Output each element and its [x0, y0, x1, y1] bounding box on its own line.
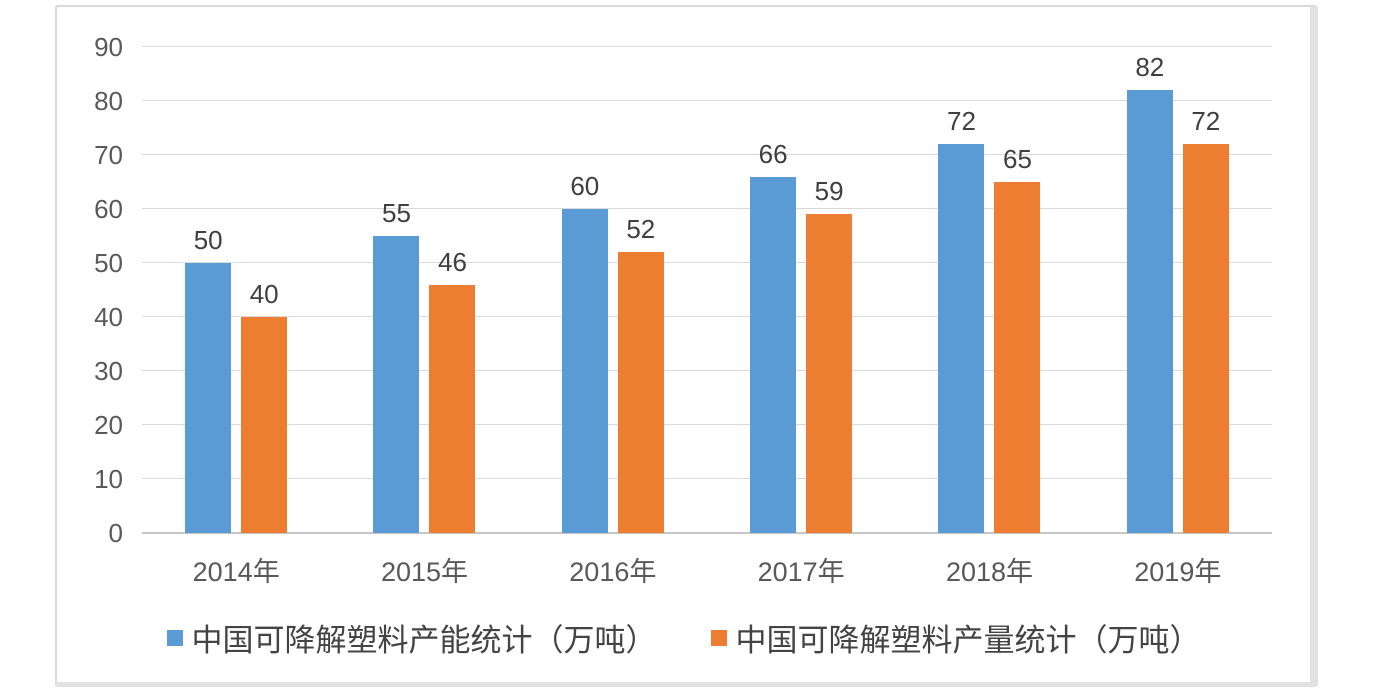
legend-label-output: 中国可降解塑料产量统计（万吨）	[735, 623, 1201, 658]
bar-capacity-2015年: 55	[373, 198, 420, 533]
x-tick-label-2018年: 2018年	[945, 557, 1034, 587]
gridline-50	[142, 262, 1272, 263]
x-tick-label-2016年: 2016年	[569, 557, 657, 587]
gridline-20	[142, 424, 1272, 425]
data-label-output-2018年: 65	[1003, 144, 1032, 174]
bar-output-2016年: 52	[617, 214, 664, 533]
legend-item-output: 中国可降解塑料产量统计（万吨）	[710, 615, 1201, 660]
data-label-capacity-2019年: 82	[1135, 52, 1165, 83]
bar-capacity-2016年: 60	[561, 171, 608, 533]
legend: 中国可降解塑料产能统计（万吨） 中国可降解塑料产量统计（万吨）	[57, 615, 1310, 660]
bar-group-2015年: 55 46	[330, 47, 518, 533]
bar-output-2017年: 59	[806, 176, 853, 533]
legend-swatch-output	[710, 629, 727, 646]
gridline-80	[142, 100, 1272, 101]
bar-group-2018年: 72 65	[895, 47, 1083, 533]
gridline-60	[142, 208, 1272, 209]
data-label-output-2016年: 52	[626, 214, 656, 245]
x-tick-label-2014年: 2014年	[192, 557, 280, 587]
gridline-10	[142, 478, 1272, 479]
x-tick-label-2015年: 2015年	[380, 557, 469, 587]
data-label-capacity-2017年: 66	[758, 138, 788, 169]
bar-capacity-2017年: 66	[750, 139, 797, 533]
y-tick-label-30: 30	[94, 356, 123, 386]
legend-item-capacity: 中国可降解塑料产能统计（万吨）	[166, 615, 657, 660]
bar-group-2014年: 50 40	[142, 47, 330, 533]
y-tick-label-20: 20	[94, 410, 123, 440]
chart-frame: 50 40 55 46 60 52 66 59 72 65 82 72 2014年 2015年 2016年…	[55, 5, 1318, 687]
bar-groups: 50 40 55 46 60 52 66 59 72 65 82 72	[142, 47, 1272, 533]
y-tick-label-60: 60	[94, 194, 123, 224]
legend-swatch-capacity	[166, 629, 183, 646]
bar-capacity-2019年: 82	[1126, 52, 1173, 533]
y-tick-label-50: 50	[94, 248, 123, 278]
bar-output-2018年: 65	[994, 144, 1041, 533]
data-label-capacity-2016年: 60	[570, 171, 600, 201]
plot-area: 50 40 55 46 60 52 66 59 72 65 82 72	[142, 46, 1272, 534]
data-label-capacity-2018年: 72	[947, 106, 976, 137]
data-label-capacity-2015年: 55	[382, 198, 411, 228]
data-label-capacity-2014年: 50	[193, 225, 223, 255]
y-tick-label-10: 10	[94, 464, 123, 494]
x-tick-label-2019年: 2019年	[1134, 557, 1222, 587]
x-tick-label-2017年: 2017年	[757, 557, 845, 587]
data-label-output-2017年: 59	[814, 176, 844, 207]
x-axis-labels: 2014年 2015年 2016年 2017年 2018年 2019年	[142, 550, 1272, 589]
bar-group-2019年: 82 72	[1084, 47, 1272, 533]
legend-label-capacity: 中国可降解塑料产能统计（万吨）	[191, 623, 657, 658]
y-tick-label-90: 90	[94, 32, 123, 62]
gridline-70	[142, 154, 1272, 155]
bar-group-2017年: 66 59	[707, 47, 895, 533]
y-tick-label-70: 70	[94, 140, 123, 170]
bar-output-2015年: 46	[429, 247, 476, 533]
gridline-90	[142, 46, 1272, 47]
y-tick-label-0: 0	[108, 518, 123, 548]
bar-output-2019年: 72	[1182, 106, 1229, 533]
gridline-30	[142, 370, 1272, 371]
gridline-40	[142, 316, 1272, 317]
bar-capacity-2014年: 50	[185, 225, 232, 533]
bar-group-2016年: 60 52	[519, 47, 707, 533]
bar-output-2014年: 40	[241, 279, 288, 533]
data-label-output-2014年: 40	[249, 279, 279, 309]
y-tick-label-40: 40	[94, 302, 123, 332]
x-axis-line	[142, 532, 1272, 534]
data-label-output-2019年: 72	[1191, 106, 1221, 137]
data-label-output-2015年: 46	[438, 246, 467, 277]
bar-capacity-2018年: 72	[938, 106, 985, 533]
y-tick-label-80: 80	[94, 86, 123, 116]
